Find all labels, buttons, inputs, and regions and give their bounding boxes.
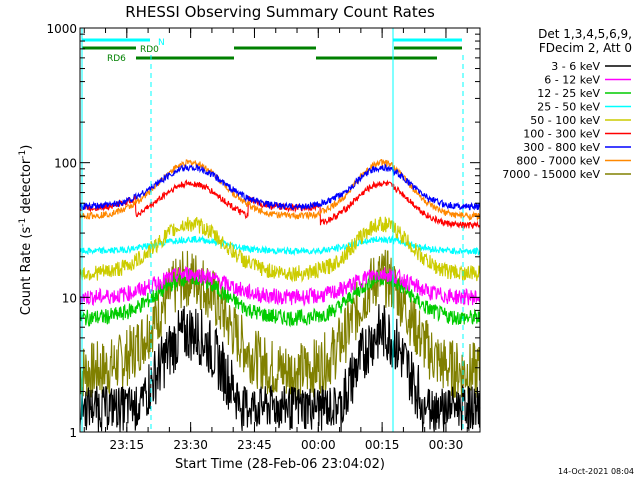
- y-label-start: Count Rate (s: [19, 227, 34, 316]
- x-tick-label: 23:45: [237, 438, 272, 452]
- series-line: [79, 216, 481, 283]
- orbit-markers: [81, 28, 464, 432]
- legend-label: 25 - 50 keV: [537, 101, 600, 114]
- legend-label: 12 - 25 keV: [537, 87, 600, 100]
- flag-rd6-label: RD6: [107, 54, 126, 64]
- legend-label: 300 - 800 keV: [523, 141, 600, 154]
- chart-title: RHESSI Observing Summary Count Rates: [125, 3, 435, 21]
- x-tick-label: 23:30: [173, 438, 208, 452]
- y-tick-label: 100: [54, 157, 77, 171]
- legend: Det 1,3,4,5,6,9, FDecim 2, Att 0 3 - 6 k…: [502, 27, 632, 181]
- series-layer: [79, 158, 481, 433]
- x-tick-label: 00:15: [365, 438, 400, 452]
- y-axis: 1 10 100 1000: [46, 22, 480, 440]
- legend-label: 100 - 300 keV: [523, 128, 600, 141]
- series-line: [79, 234, 481, 256]
- y-label-sup: -1: [18, 218, 28, 227]
- x-axis: 23:15 23:30 23:45 00:00 00:15 00:30: [83, 28, 468, 452]
- x-tick-label: 23:15: [110, 438, 145, 452]
- x-tick-label: 00:30: [429, 438, 464, 452]
- series-line: [79, 158, 481, 222]
- x-axis-label: Start Time (28-Feb-06 23:04:02): [175, 457, 385, 472]
- y-label-sup: -1: [18, 150, 28, 159]
- plot-frame: [79, 27, 481, 433]
- legend-label: 7000 - 15000 keV: [502, 168, 600, 181]
- x-tick-label: 00:00: [301, 438, 336, 452]
- generation-timestamp: 14-Oct-2021 08:04: [558, 467, 634, 476]
- series-line: [79, 265, 481, 307]
- legend-header: Det 1,3,4,5,6,9,: [538, 27, 632, 41]
- series-line: [79, 268, 481, 328]
- series-line: [79, 304, 481, 433]
- series-line: [79, 163, 481, 211]
- legend-label: 800 - 7000 keV: [516, 155, 600, 168]
- y-label-mid: detector: [19, 158, 34, 218]
- legend-label: 50 - 100 keV: [530, 114, 600, 127]
- y-label-end: ): [19, 145, 34, 150]
- y-tick-label: 1000: [46, 22, 77, 36]
- legend-label: 6 - 12 keV: [544, 74, 600, 87]
- y-axis-label: Count Rate (s-1 detector-1): [18, 145, 34, 316]
- flag-n-label: N: [158, 38, 165, 48]
- legend-header: FDecim 2, Att 0: [539, 41, 632, 55]
- series-line: [79, 249, 481, 401]
- legend-label: 3 - 6 keV: [551, 60, 600, 73]
- attenuator-flags: N RD0 RD6: [82, 38, 462, 64]
- y-tick-label: 1: [69, 426, 77, 440]
- y-tick-label: 10: [62, 291, 77, 305]
- series-line: [79, 179, 481, 230]
- flag-rd0-label: RD0: [140, 45, 159, 55]
